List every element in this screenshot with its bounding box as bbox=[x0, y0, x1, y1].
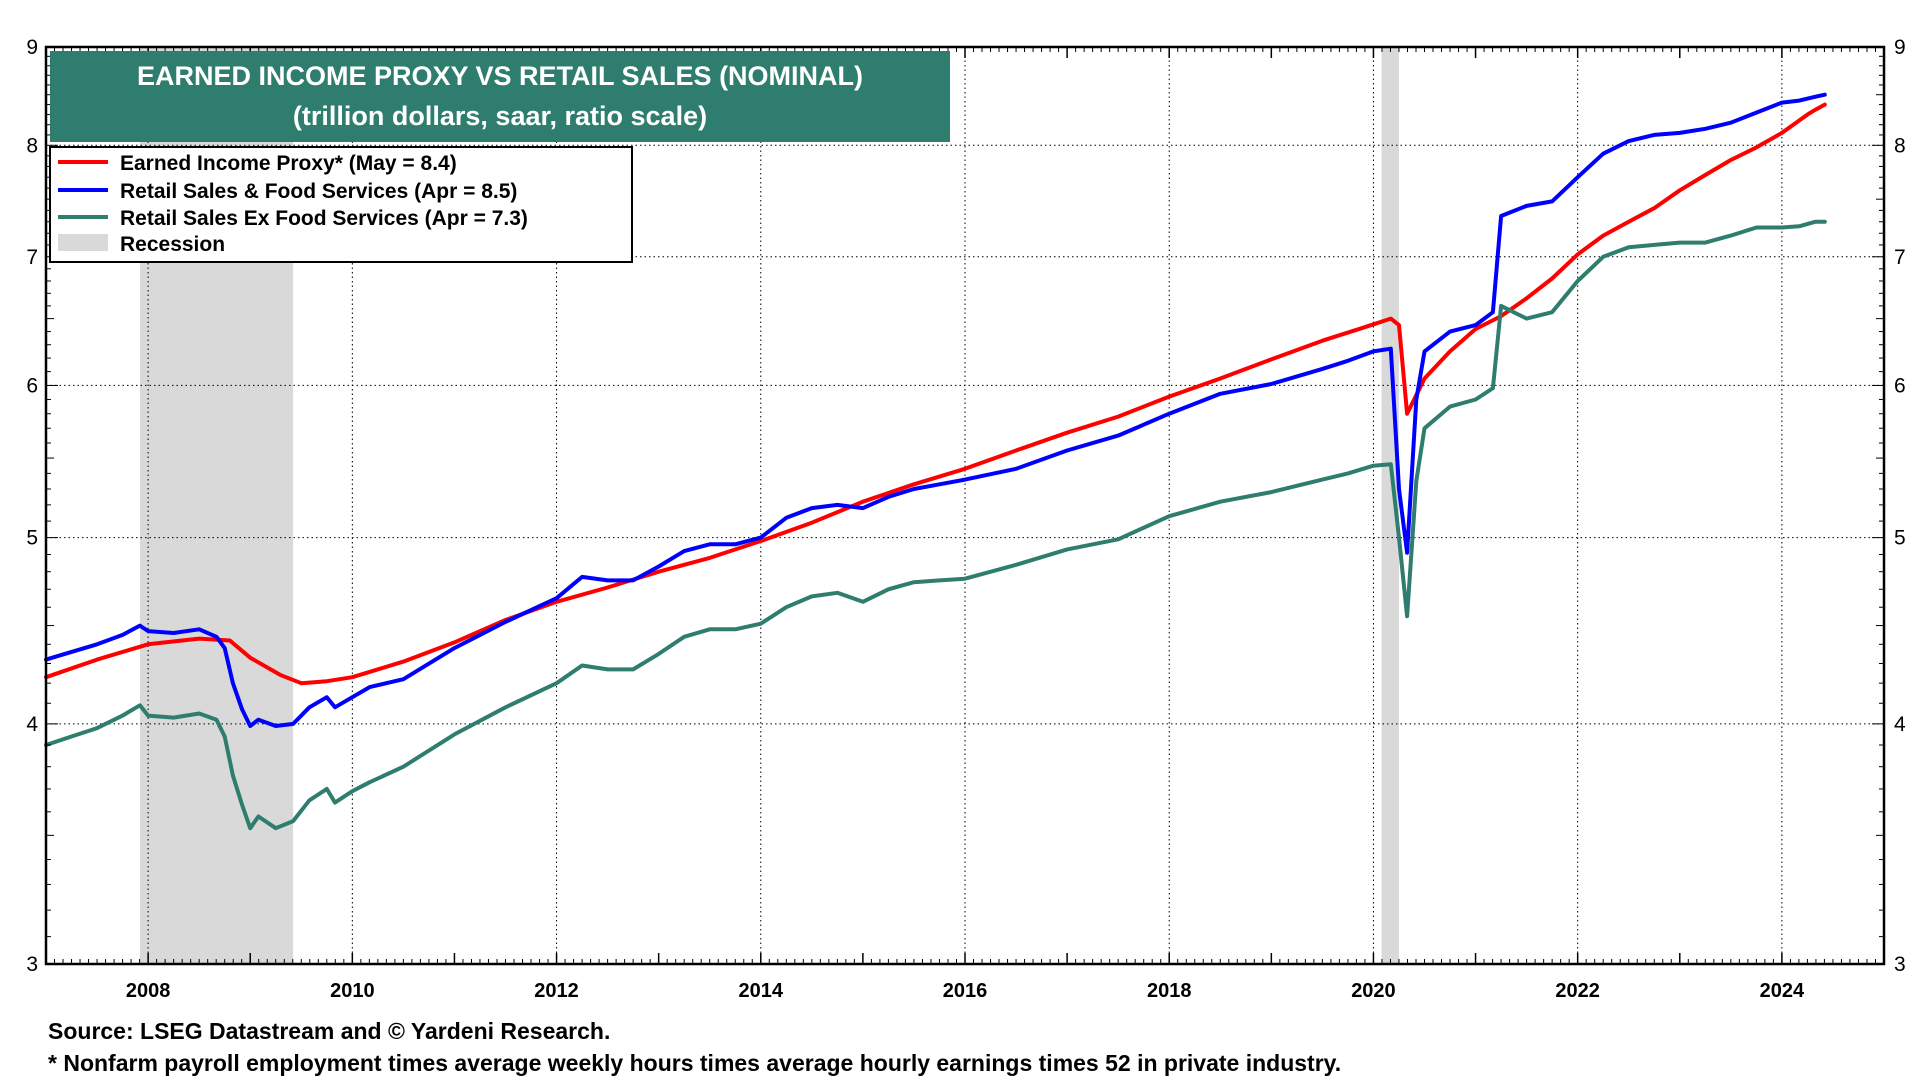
x-axis-labels: 2008 2010 2012 2014 2016 2018 2020 2022 2024 bbox=[126, 980, 1805, 1002]
axis-ticks bbox=[45, 46, 1884, 965]
source-note: Source: LSEG Datastream and © Yardeni Re… bbox=[48, 1018, 611, 1044]
y-tick-label-left: 7 bbox=[26, 246, 38, 269]
x-tick-label: 2020 bbox=[1351, 980, 1396, 1002]
x-tick-label: 2012 bbox=[534, 980, 579, 1002]
y-tick-label-right: 3 bbox=[1894, 953, 1906, 976]
series-line-1 bbox=[44, 92, 1827, 728]
legend-label-retail-ex-food: Retail Sales Ex Food Services (Apr = 7.3… bbox=[120, 207, 528, 230]
title-box: EARNED INCOME PROXY VS RETAIL SALES (NOM… bbox=[50, 51, 950, 142]
y-tick-label-right: 5 bbox=[1894, 527, 1906, 550]
recession-band-1 bbox=[1381, 47, 1399, 964]
legend-box bbox=[49, 146, 633, 263]
x-tick-label: 2016 bbox=[943, 980, 988, 1002]
legend-swatch-recession bbox=[58, 234, 108, 251]
series-lines bbox=[44, 92, 1827, 831]
x-tick-label: 2022 bbox=[1555, 980, 1600, 1002]
legend-label-retail-food: Retail Sales & Food Services (Apr = 8.5) bbox=[120, 180, 517, 203]
chart-title: EARNED INCOME PROXY VS RETAIL SALES (NOM… bbox=[137, 61, 863, 91]
title-background bbox=[50, 51, 950, 142]
legend: Earned Income Proxy* (May = 8.4) Retail … bbox=[49, 146, 633, 263]
x-tick-label: 2008 bbox=[126, 980, 171, 1002]
y-tick-label-left: 8 bbox=[26, 134, 38, 157]
y-tick-label-right: 4 bbox=[1894, 713, 1906, 736]
y-tick-label-right: 9 bbox=[1894, 36, 1906, 59]
y-tick-label-left: 5 bbox=[26, 527, 38, 550]
legend-label-recession: Recession bbox=[120, 233, 225, 256]
x-tick-label: 2018 bbox=[1147, 980, 1192, 1002]
y-axis-left-labels: 3 4 5 6 7 8 9 bbox=[26, 36, 38, 976]
series-line-0 bbox=[44, 102, 1827, 686]
y-tick-label-right: 7 bbox=[1894, 246, 1906, 269]
chart-subtitle: (trillion dollars, saar, ratio scale) bbox=[293, 101, 707, 131]
x-tick-label: 2024 bbox=[1760, 980, 1805, 1002]
y-tick-label-right: 8 bbox=[1894, 134, 1906, 157]
footnote: * Nonfarm payroll employment times avera… bbox=[48, 1050, 1342, 1076]
legend-label-earned-income: Earned Income Proxy* (May = 8.4) bbox=[120, 152, 457, 175]
y-tick-label-right: 6 bbox=[1894, 374, 1906, 397]
y-axis-right-labels: 3 4 5 6 7 8 9 bbox=[1894, 36, 1906, 976]
y-tick-label-left: 6 bbox=[26, 374, 38, 397]
y-tick-label-left: 3 bbox=[26, 953, 38, 976]
y-tick-label-left: 4 bbox=[26, 713, 38, 736]
series-line-2 bbox=[44, 219, 1827, 831]
y-tick-label-left: 9 bbox=[26, 36, 38, 59]
x-tick-label: 2014 bbox=[739, 980, 784, 1002]
x-tick-label: 2010 bbox=[330, 980, 375, 1002]
